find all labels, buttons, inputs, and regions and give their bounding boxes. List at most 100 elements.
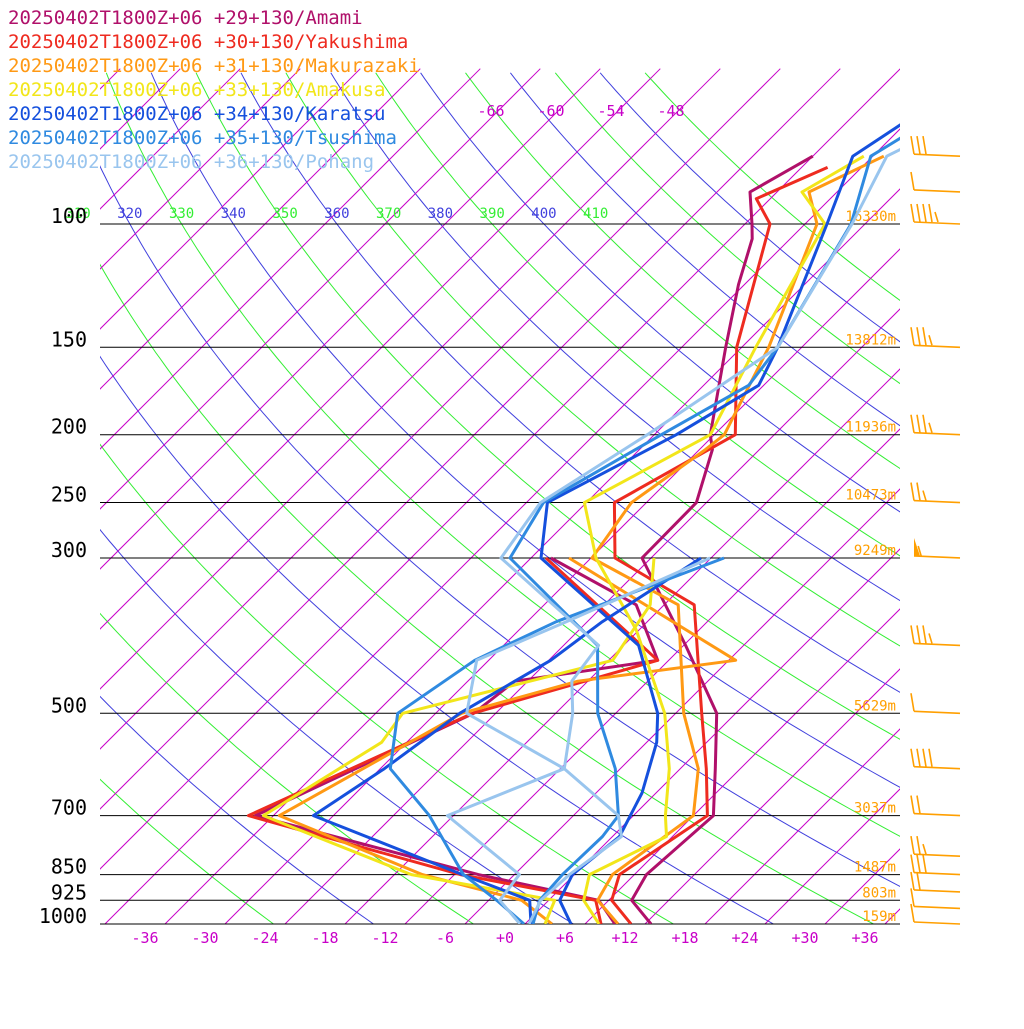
isotherm-line [0, 69, 720, 924]
theta-label: 320 [117, 206, 142, 222]
wind-barb-feather [911, 836, 914, 854]
isotherm-line [1005, 69, 1024, 924]
mixing-label: -54 [597, 102, 624, 120]
dry-adiabat-line [241, 73, 1024, 924]
wind-barb-feather [923, 844, 926, 854]
wind-barb-feather [911, 796, 914, 814]
wind-barb-staff [914, 154, 960, 156]
wind-barb-feather [911, 415, 914, 433]
wind-barb-feather [911, 172, 914, 190]
legend-entry: 20250402T1800Z+06 +35+130/Tsushima [8, 127, 397, 149]
wind-barb-feather [911, 904, 914, 922]
isotherm-line [525, 69, 1024, 924]
wind-barb-staff [914, 711, 960, 713]
wind-barb-feather [917, 749, 920, 767]
temperature-tick-label: +0 [496, 929, 514, 947]
pressure-tick-label: 1000 [39, 904, 87, 928]
height-label: 1487m [854, 860, 896, 876]
temperature-tick-label: -30 [191, 929, 218, 947]
isotherm-line [945, 69, 1024, 924]
pressure-tick-label: 850 [51, 855, 87, 879]
wind-barb-feather [929, 749, 932, 767]
wind-barb-feather [911, 888, 914, 906]
temperature-profile [592, 156, 884, 924]
wind-barb [911, 796, 960, 816]
temperature-tick-label: +24 [731, 929, 758, 947]
theta-label: 340 [221, 206, 246, 222]
wind-barb-feather [917, 327, 920, 345]
wind-barb-staff [914, 643, 960, 645]
wind-barb-feather [923, 855, 926, 873]
wind-barb-staff [914, 556, 960, 558]
legend-entry: 20250402T1800Z+06 +33+130/Amakusa [8, 79, 386, 101]
isotherm-line [885, 69, 1024, 924]
wind-barb [911, 625, 960, 645]
wind-barb-staff [914, 814, 960, 816]
legend-entry: 20250402T1800Z+06 +29+130/Amami [8, 7, 363, 29]
pressure-tick-label: 300 [51, 538, 87, 562]
temperature-tick-labels: -36-30-24-18-12-6+0+6+12+18+24+30+36 [131, 929, 878, 947]
wind-barb-feather [929, 633, 932, 643]
wind-barb-feather [911, 136, 914, 154]
wind-barb-feather [917, 855, 920, 873]
pressure-tick-label: 100 [51, 204, 87, 228]
dry-adiabat-line [421, 73, 1024, 924]
wind-barb-feather [923, 749, 926, 767]
wind-barb-staff [914, 345, 960, 347]
wind-barb-feather [923, 327, 926, 345]
height-label: 5629m [854, 698, 896, 714]
height-label: 803m [862, 885, 896, 901]
wind-barb [911, 855, 960, 875]
theta-label: 410 [583, 206, 608, 222]
mixing-label: -66 [477, 102, 504, 120]
temperature-tick-label: -6 [436, 929, 454, 947]
wind-barb-feather [911, 855, 914, 873]
legend-entry: 20250402T1800Z+06 +36+130/Pohang [8, 151, 374, 173]
mixing-label: -60 [537, 102, 564, 120]
wind-barb [911, 204, 960, 224]
wind-barb-staff [914, 767, 960, 769]
temperature-tick-label: +12 [611, 929, 638, 947]
isotherm-line [345, 69, 1024, 924]
wind-barb [911, 327, 960, 347]
theta-label: 360 [324, 206, 349, 222]
theta-label: 350 [272, 206, 297, 222]
temperature-tick-label: -18 [311, 929, 338, 947]
wind-barb [911, 483, 960, 503]
wind-barb-staff [914, 890, 960, 892]
wind-barb-feather [929, 423, 932, 433]
wind-barb-feather [911, 693, 914, 711]
theta-label: 330 [169, 206, 194, 222]
wind-barb [911, 136, 960, 156]
wind-barb-staff [914, 190, 960, 192]
wind-barb-feather [911, 625, 914, 643]
wind-barb-feather [923, 136, 926, 154]
wind-barb-feather [911, 204, 914, 222]
wind-barb [911, 836, 960, 856]
isotherm-line [0, 69, 240, 924]
wind-barb-feather [911, 327, 914, 345]
wind-barb-feather [917, 872, 920, 890]
wind-barb-feather [923, 415, 926, 433]
wind-barb-feather [923, 491, 926, 501]
wind-barbs [911, 136, 960, 924]
height-label: 13812m [845, 332, 896, 348]
height-label: 9249m [854, 543, 896, 559]
wind-barb-feather [917, 483, 920, 501]
dry-adiabat-line [555, 73, 1024, 924]
theta-label: 370 [376, 206, 401, 222]
wind-barb-feather [929, 335, 932, 345]
dry-adiabat-line [0, 73, 774, 924]
theta-label: 390 [480, 206, 505, 222]
temperature-tick-label: -12 [371, 929, 398, 947]
wind-barb-feather [917, 796, 920, 814]
dry-adiabat-line [196, 73, 1024, 924]
wind-barb-feather [911, 483, 914, 501]
temperature-tick-label: +30 [791, 929, 818, 947]
wind-barb-staff [914, 873, 960, 875]
wind-barb [911, 415, 960, 435]
mixing-labels: -66-60-54-48 [477, 102, 684, 120]
height-label: 11936m [845, 420, 896, 436]
